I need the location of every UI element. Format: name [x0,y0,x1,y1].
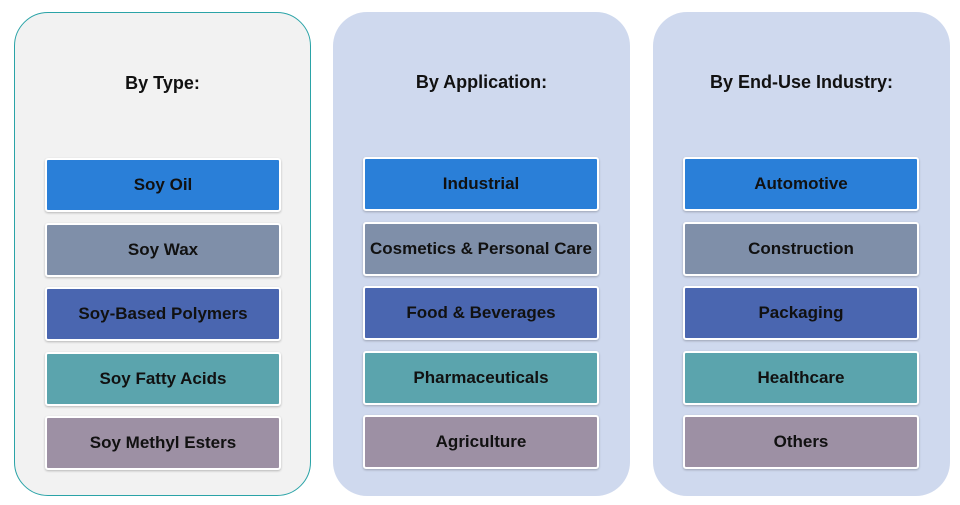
item-soy-wax: Soy Wax [45,223,281,277]
item-soy-methyl-esters: Soy Methyl Esters [45,416,281,470]
panel-by-type: By Type: Soy Oil Soy Wax Soy-Based Polym… [14,12,311,496]
item-food-beverages: Food & Beverages [363,286,599,340]
item-agriculture: Agriculture [363,415,599,469]
item-cosmetics-personal-care: Cosmetics & Personal Care [363,222,599,276]
item-soy-oil: Soy Oil [45,158,281,212]
item-industrial: Industrial [363,157,599,211]
item-healthcare: Healthcare [683,351,919,405]
panel-by-end-use-industry: By End-Use Industry: Automotive Construc… [653,12,950,496]
item-pharmaceuticals: Pharmaceuticals [363,351,599,405]
item-automotive: Automotive [683,157,919,211]
item-packaging: Packaging [683,286,919,340]
item-soy-fatty-acids: Soy Fatty Acids [45,352,281,406]
item-soy-based-polymers: Soy-Based Polymers [45,287,281,341]
panel-title-by-application: By Application: [415,72,548,92]
panel-title-by-type: By Type: [125,73,200,93]
panel-title-by-end-use-industry: By End-Use Industry: [709,72,894,92]
item-others: Others [683,415,919,469]
panel-by-application: By Application: Industrial Cosmetics & P… [333,12,630,496]
item-construction: Construction [683,222,919,276]
